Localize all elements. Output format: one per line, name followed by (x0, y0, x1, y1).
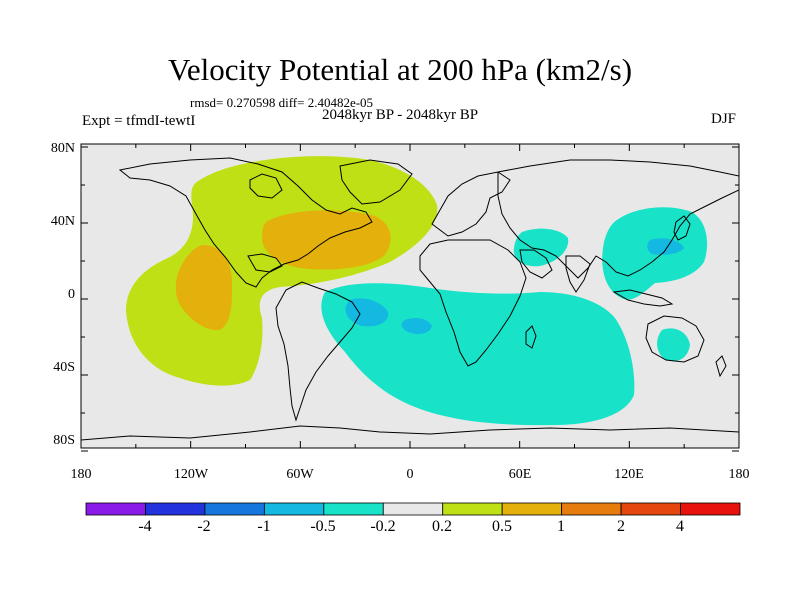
negative-anomaly-region-australia (657, 328, 690, 362)
colorbar-label: 0.5 (492, 518, 512, 535)
colorbar-label: -2 (197, 518, 211, 535)
x-tick-label: 60E (508, 467, 532, 482)
coast-hudson-bay (249, 173, 283, 199)
coast-europe (431, 171, 511, 237)
positive-anomaly-core-pacific (175, 245, 232, 331)
coast-indonesia (612, 289, 674, 307)
colorbar-swatch (382, 502, 444, 516)
x-tick-label: 0 (406, 467, 414, 482)
negative-anomaly-region-south (321, 283, 635, 426)
colorbar-label: -4 (138, 518, 152, 535)
coast-australia (645, 315, 705, 363)
y-axis-ticks (81, 146, 739, 452)
colorbar-label: 2 (617, 518, 625, 535)
x-axis-ticks (80, 144, 740, 448)
x-tick-label: 180 (70, 467, 92, 482)
colorbar (85, 502, 741, 516)
coast-antarctica (81, 425, 739, 441)
negative-anomaly-core-brazil (345, 298, 389, 327)
season-label: DJF (711, 111, 737, 127)
coast-greenland (339, 159, 413, 205)
x-tick-label: 120W (173, 467, 209, 482)
coast-north-america (118, 157, 373, 288)
coast-madagascar (525, 325, 537, 349)
colorbar-swatch (442, 502, 503, 516)
colorbar-swatch (323, 502, 384, 516)
x-tick-label: 60W (286, 467, 314, 482)
colorbar-label: 1 (557, 518, 565, 535)
coast-gulf-of-mexico (247, 253, 283, 273)
colorbar-label: -0.5 (310, 518, 336, 535)
colorbar-swatch (145, 502, 206, 516)
coast-south-america (275, 281, 361, 422)
negative-anomaly-region-middle-east (513, 228, 569, 267)
x-tick-label: 120E (614, 467, 644, 482)
colorbar-label: 0.2 (432, 518, 452, 535)
coastlines (81, 157, 739, 441)
y-tick-label: 80N (50, 141, 75, 156)
negative-anomaly-core-africa (401, 318, 432, 334)
x-tick-label: 180 (728, 467, 750, 482)
coast-asia (497, 159, 739, 279)
y-tick-label: 40N (50, 214, 75, 229)
colorbar-swatch (263, 502, 325, 516)
experiment-label: Expt = tfmdI-tewtI (82, 113, 196, 129)
negative-anomaly-core-east-asia (647, 238, 684, 255)
rmsd-diff-line: rmsd= 0.270598 diff= 2.40482e-05 (190, 95, 374, 110)
colorbar-label: 4 (676, 518, 684, 535)
y-tick-label: 40S (53, 360, 75, 375)
colorbar-label: -1 (257, 518, 271, 535)
colorbar-swatch (561, 502, 622, 516)
coast-arabia (519, 249, 553, 279)
coast-india (565, 255, 591, 293)
chart-title: Velocity Potential at 200 hPa (km2/s) (167, 52, 633, 87)
y-tick-label: 0 (68, 287, 75, 302)
y-tick-label: 80S (53, 433, 75, 448)
colorbar-label: -0.2 (370, 518, 396, 535)
coast-africa (419, 239, 527, 367)
colorbar-swatch (501, 502, 563, 516)
colorbar-swatch (620, 502, 681, 516)
coast-new-zealand (715, 355, 727, 378)
period-line: 2048kyr BP - 2048kyr BP (322, 107, 479, 123)
colorbar-swatch (204, 502, 265, 516)
coast-japan (673, 215, 691, 241)
colorbar-swatch (85, 502, 146, 516)
colorbar-swatch (680, 502, 741, 516)
